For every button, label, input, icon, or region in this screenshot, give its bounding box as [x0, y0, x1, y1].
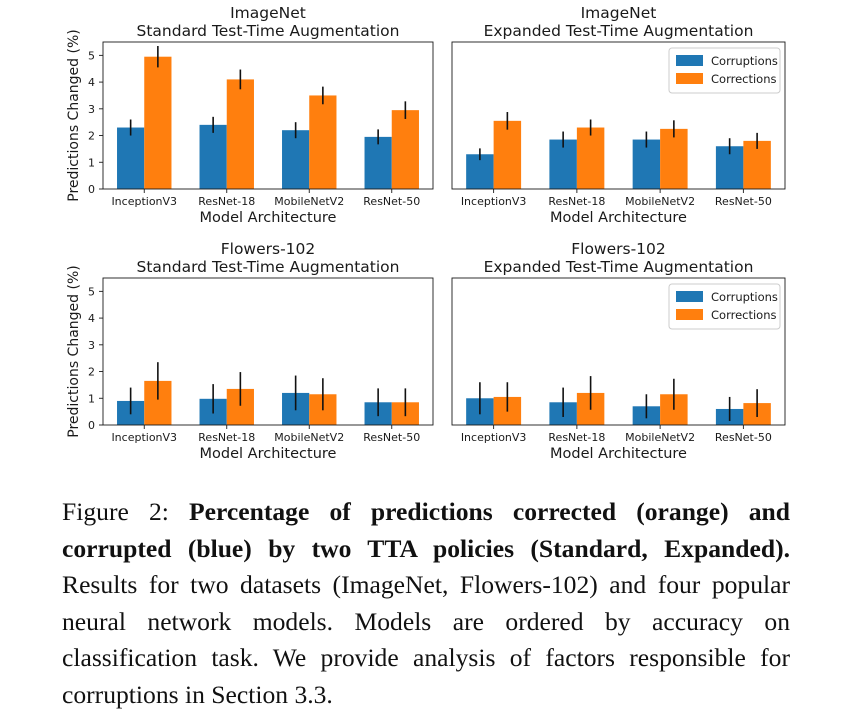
bar-corruptions-4 [364, 136, 392, 189]
x-tick-label: ResNet-18 [548, 195, 605, 208]
x-tick-label: MobileNetV2 [274, 431, 344, 444]
bar-corruptions-1 [117, 127, 145, 189]
x-tick-label: ResNet-18 [198, 431, 255, 444]
legend-label-corrections: Corrections [711, 308, 777, 322]
chart-title: Flowers-102 [221, 240, 316, 258]
x-tick-label: ResNet-18 [548, 431, 605, 444]
y-tick-label: 3 [88, 339, 95, 352]
bar-corrections-2 [576, 127, 605, 189]
legend-swatch-corruptions [676, 55, 703, 66]
legend-label-corruptions: Corruptions [711, 290, 778, 304]
x-tick-label: MobileNetV2 [625, 195, 695, 208]
y-axis-label: Predictions Changed (%) [66, 265, 82, 437]
bar-corrections-1 [493, 120, 522, 189]
x-tick-label: InceptionV3 [111, 431, 177, 444]
bar-corruptions-2 [549, 139, 577, 189]
x-tick-label: ResNet-50 [715, 431, 772, 444]
x-tick-label: InceptionV3 [111, 195, 177, 208]
y-tick-label: 5 [88, 285, 95, 298]
y-tick-label: 3 [88, 103, 95, 116]
axes-frame [102, 277, 434, 426]
y-tick-label: 4 [88, 312, 95, 325]
x-tick-label: MobileNetV2 [625, 431, 695, 444]
chart-subtitle: Standard Test-Time Augmentation [137, 258, 400, 276]
axes-frame [451, 277, 786, 426]
bar-corruptions-3 [632, 139, 661, 189]
legend-swatch-corrections [676, 73, 703, 84]
caption-label: Figure 2: [62, 497, 169, 526]
figure-caption: Figure 2: Percentage of predictions corr… [62, 494, 790, 713]
x-axis-label: Model Architecture [200, 446, 337, 462]
y-tick-label: 1 [88, 392, 95, 405]
chart-subtitle: Expanded Test-Time Augmentation [484, 258, 754, 276]
bar-corrections-1 [144, 56, 172, 190]
caption-bold-text: Percentage of predictions corrected (ora… [62, 497, 790, 563]
y-tick-label: 4 [88, 76, 95, 89]
legend-label-corruptions: Corruptions [711, 54, 778, 68]
y-tick-label: 5 [88, 49, 95, 62]
bar-corrections-3 [660, 128, 688, 189]
bar-corrections-2 [226, 79, 254, 189]
x-axis-label: Model Architecture [550, 210, 687, 226]
y-tick-label: 2 [88, 366, 95, 379]
chart-subtitle: Expanded Test-Time Augmentation [484, 22, 754, 40]
y-tick-label: 1 [88, 156, 95, 169]
y-axis-label: Predictions Changed (%) [66, 29, 82, 201]
legend-swatch-corrections [676, 309, 703, 320]
x-axis-label: Model Architecture [200, 210, 337, 226]
bar-corrections-4 [391, 110, 419, 189]
x-axis-label: Model Architecture [550, 446, 687, 462]
legend-swatch-corruptions [676, 291, 703, 302]
bar-corruptions-3 [282, 130, 310, 189]
axes-frame [451, 41, 786, 190]
chart-title: ImageNet [230, 4, 306, 22]
axes-frame [102, 41, 434, 190]
x-tick-label: ResNet-50 [715, 195, 772, 208]
y-tick-label: 2 [88, 130, 95, 143]
legend: Corruptions Corrections [668, 283, 781, 330]
x-tick-label: InceptionV3 [461, 431, 527, 444]
y-tick-label: 0 [88, 419, 95, 432]
caption-body-text: Results for two datasets (ImageNet, Flow… [62, 570, 790, 709]
chart-subtitle: Standard Test-Time Augmentation [137, 22, 400, 40]
legend-label-corrections: Corrections [711, 72, 777, 86]
x-tick-label: ResNet-50 [363, 195, 420, 208]
x-tick-label: InceptionV3 [461, 195, 527, 208]
bar-corrections-3 [309, 95, 337, 189]
x-tick-label: MobileNetV2 [274, 195, 344, 208]
legend: Corruptions Corrections [668, 47, 781, 94]
y-tick-label: 0 [88, 183, 95, 196]
x-tick-label: ResNet-18 [198, 195, 255, 208]
bar-corruptions-2 [199, 124, 227, 189]
chart-title: ImageNet [581, 4, 657, 22]
x-tick-label: ResNet-50 [363, 431, 420, 444]
chart-title: Flowers-102 [571, 240, 666, 258]
